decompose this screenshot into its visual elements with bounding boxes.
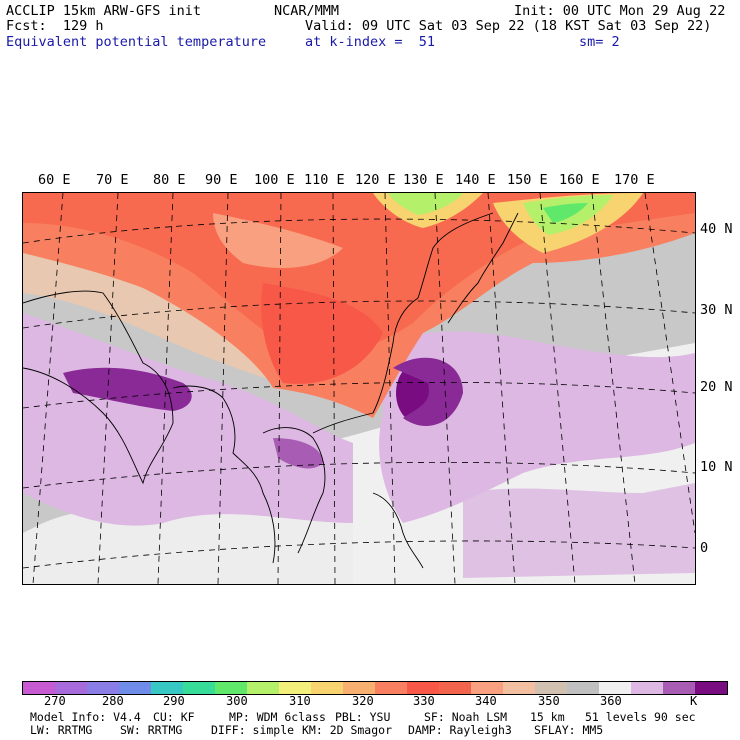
typhoon-spiral (393, 357, 463, 426)
colorbar-segment-20 (663, 682, 695, 694)
footer-sf: SF: Noah LSM (424, 710, 508, 724)
lat-label-20n: 20 N (700, 379, 733, 395)
lon-label-140e: 140 E (455, 172, 496, 188)
cb-label-300: 300 (226, 694, 248, 708)
footer-km: KM: 2D Smagor (302, 723, 393, 737)
footer-diff: DIFF: simple (211, 723, 295, 737)
colorbar-segment-14 (471, 682, 503, 694)
colorbar-segment-15 (503, 682, 535, 694)
north-green (388, 193, 463, 215)
lat-label-30n: 30 N (700, 302, 733, 318)
colorbar-segment-5 (183, 682, 215, 694)
smoothing-info: sm= 2 (579, 34, 620, 50)
colorbar-segment-10 (343, 682, 375, 694)
colorbar-segment-11 (375, 682, 407, 694)
south-china-red (261, 283, 383, 384)
colorbar-segment-21 (695, 682, 727, 694)
colorbar-segment-4 (151, 682, 183, 694)
colorbar-segment-8 (279, 682, 311, 694)
cb-label-290: 290 (163, 694, 185, 708)
colorbar-segment-9 (311, 682, 343, 694)
footer-model-info: Model Info: V4.4 (30, 710, 141, 724)
map-panel (22, 192, 696, 585)
equatorial-lavender (463, 483, 695, 578)
level-index: at k-index = 51 (305, 34, 436, 50)
lon-label-70e: 70 E (96, 172, 129, 188)
tibet-lighter (213, 213, 343, 268)
footer-sflay: SFLAY: MM5 (534, 723, 604, 737)
lon-label-100e: 100 E (254, 172, 295, 188)
footer-lw: LW: RRTMG (30, 723, 93, 737)
footer-levels: 51 levels (585, 710, 648, 724)
lon-label-60e: 60 E (38, 172, 71, 188)
lat-label-10n: 10 N (700, 459, 733, 475)
lat-label-0: 0 (700, 540, 709, 556)
init-time: Init: 00 UTC Mon 29 Aug 22 (514, 3, 726, 19)
cb-label-330: 330 (413, 694, 435, 708)
colorbar-segment-6 (215, 682, 247, 694)
model-title: ACCLIP 15km ARW-GFS init (6, 3, 202, 19)
footer-mp: MP: WDM 6class (229, 710, 326, 724)
lon-label-120e: 120 E (355, 172, 396, 188)
field-name: Equivalent potential temperature (6, 34, 267, 50)
colorbar-segment-3 (119, 682, 151, 694)
colorbar-segment-1 (55, 682, 87, 694)
colorbar-segment-18 (599, 682, 631, 694)
cb-label-360: 360 (600, 694, 622, 708)
cb-label-280: 280 (102, 694, 124, 708)
tropics-lavender-west (23, 313, 353, 526)
lon-label-170e: 170 E (614, 172, 655, 188)
footer-resolution: 15 km (530, 710, 565, 724)
forecast-hour: Fcst: 129 h (6, 18, 104, 34)
footer-timestep: 90 sec (654, 710, 696, 724)
colorbar-segment-16 (535, 682, 567, 694)
monsoon-purple (63, 367, 192, 411)
cb-unit: K (690, 694, 698, 708)
colorbar-segment-13 (439, 682, 471, 694)
colorbar-segment-19 (631, 682, 663, 694)
northeast-green-dark (543, 203, 588, 223)
lat-label-40n: 40 N (700, 221, 733, 237)
cb-label-270: 270 (44, 694, 66, 708)
center-name: NCAR/MMM (274, 3, 340, 19)
lon-label-80e: 80 E (153, 172, 186, 188)
colorbar-segment-7 (247, 682, 279, 694)
footer-cu: CU: KF (153, 710, 195, 724)
lon-label-160e: 160 E (559, 172, 600, 188)
colorbar (22, 681, 728, 695)
indochina-purple (273, 438, 323, 469)
colorbar-segment-0 (23, 682, 55, 694)
colorbar-segment-17 (567, 682, 599, 694)
cb-label-320: 320 (352, 694, 374, 708)
lon-label-150e: 150 E (507, 172, 548, 188)
colorbar-segment-2 (87, 682, 119, 694)
footer-damp: DAMP: Rayleigh3 (408, 723, 512, 737)
cb-label-340: 340 (475, 694, 497, 708)
theta-e-field (23, 193, 695, 584)
cb-label-350: 350 (538, 694, 560, 708)
footer-pbl: PBL: YSU (335, 710, 391, 724)
footer-sw: SW: RRTMG (120, 723, 183, 737)
cb-label-310: 310 (289, 694, 311, 708)
colorbar-segment-12 (407, 682, 439, 694)
lat-lon-grid (23, 193, 695, 584)
lon-label-110e: 110 E (304, 172, 345, 188)
coastlines (23, 212, 519, 569)
valid-time: Valid: 09 UTC Sat 03 Sep 22 (18 KST Sat … (305, 18, 712, 34)
lon-label-130e: 130 E (403, 172, 444, 188)
lon-label-90e: 90 E (205, 172, 238, 188)
